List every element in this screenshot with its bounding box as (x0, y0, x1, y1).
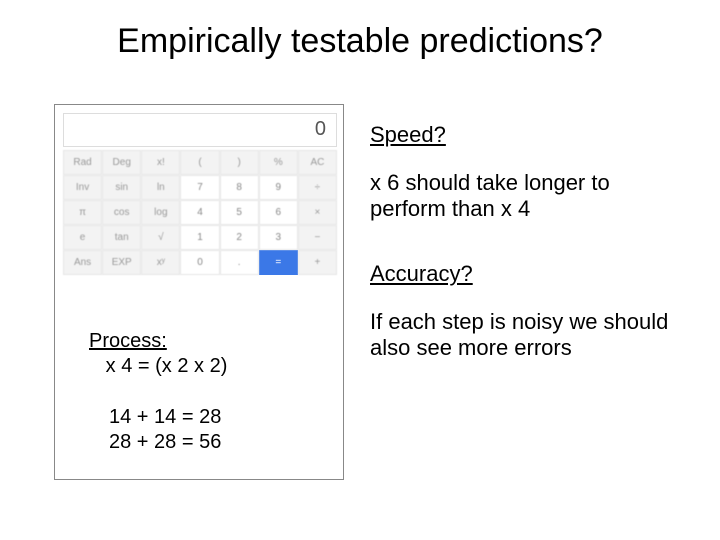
calc-key-0[interactable]: 0 (180, 250, 219, 275)
calc-key-log[interactable]: log (141, 200, 180, 225)
calc-key-[interactable]: . (220, 250, 259, 275)
calc-key-[interactable]: ÷ (298, 175, 337, 200)
calc-key-[interactable]: ) (220, 150, 259, 175)
calc-key-tan[interactable]: tan (102, 225, 141, 250)
calc-key-3[interactable]: 3 (259, 225, 298, 250)
calc-key-e[interactable]: e (63, 225, 102, 250)
calc-key-sin[interactable]: sin (102, 175, 141, 200)
calc-key-ans[interactable]: Ans (63, 250, 102, 275)
example-line-1: 14 + 14 = 28 (109, 406, 221, 428)
left-panel: 0 RadDegx!()%AC Invsinln789÷ πcoslog456× et… (54, 104, 344, 480)
calc-key-[interactable]: = (259, 250, 298, 275)
example-block: 14 + 14 = 28 28 + 28 = 56 (109, 405, 221, 455)
calculator-keypad: RadDegx!()%AC Invsinln789÷ πcoslog456× etan… (63, 150, 337, 275)
calc-key-[interactable]: √ (141, 225, 180, 250)
calc-key-2[interactable]: 2 (220, 225, 259, 250)
calculator: 0 RadDegx!()%AC Invsinln789÷ πcoslog456× et… (63, 113, 337, 275)
calc-key-x[interactable]: xʸ (141, 250, 180, 275)
calc-key-5[interactable]: 5 (220, 200, 259, 225)
right-column: Speed? x 6 should take longer to perform… (370, 122, 690, 400)
calc-key-x[interactable]: x! (141, 150, 180, 175)
calc-key-6[interactable]: 6 (259, 200, 298, 225)
accuracy-heading: Accuracy? (370, 261, 690, 287)
calc-key-deg[interactable]: Deg (102, 150, 141, 175)
calculator-display: 0 (63, 113, 337, 147)
calc-key-[interactable]: % (259, 150, 298, 175)
calc-key-9[interactable]: 9 (259, 175, 298, 200)
calc-key-[interactable]: × (298, 200, 337, 225)
calc-key-ln[interactable]: ln (141, 175, 180, 200)
calc-key-[interactable]: ( (180, 150, 219, 175)
calc-key-cos[interactable]: cos (102, 200, 141, 225)
calc-key-exp[interactable]: EXP (102, 250, 141, 275)
process-line: x 4 = (x 2 x 2) (89, 355, 227, 377)
calc-key-[interactable]: π (63, 200, 102, 225)
process-block: Process: x 4 = (x 2 x 2) (89, 329, 227, 379)
calc-key-inv[interactable]: Inv (63, 175, 102, 200)
calc-key-8[interactable]: 8 (220, 175, 259, 200)
process-title: Process: (89, 330, 167, 352)
calc-key-[interactable]: + (298, 250, 337, 275)
accuracy-text: If each step is noisy we should also see… (370, 309, 690, 362)
calc-key-1[interactable]: 1 (180, 225, 219, 250)
speed-text: x 6 should take longer to perform than x… (370, 170, 690, 223)
calc-key-7[interactable]: 7 (180, 175, 219, 200)
example-line-2: 28 + 28 = 56 (109, 431, 221, 453)
calc-key-ac[interactable]: AC (298, 150, 337, 175)
calc-key-rad[interactable]: Rad (63, 150, 102, 175)
calc-key-[interactable]: − (298, 225, 337, 250)
calc-key-4[interactable]: 4 (180, 200, 219, 225)
speed-heading: Speed? (370, 122, 690, 148)
slide-title: Empirically testable predictions? (0, 22, 720, 61)
